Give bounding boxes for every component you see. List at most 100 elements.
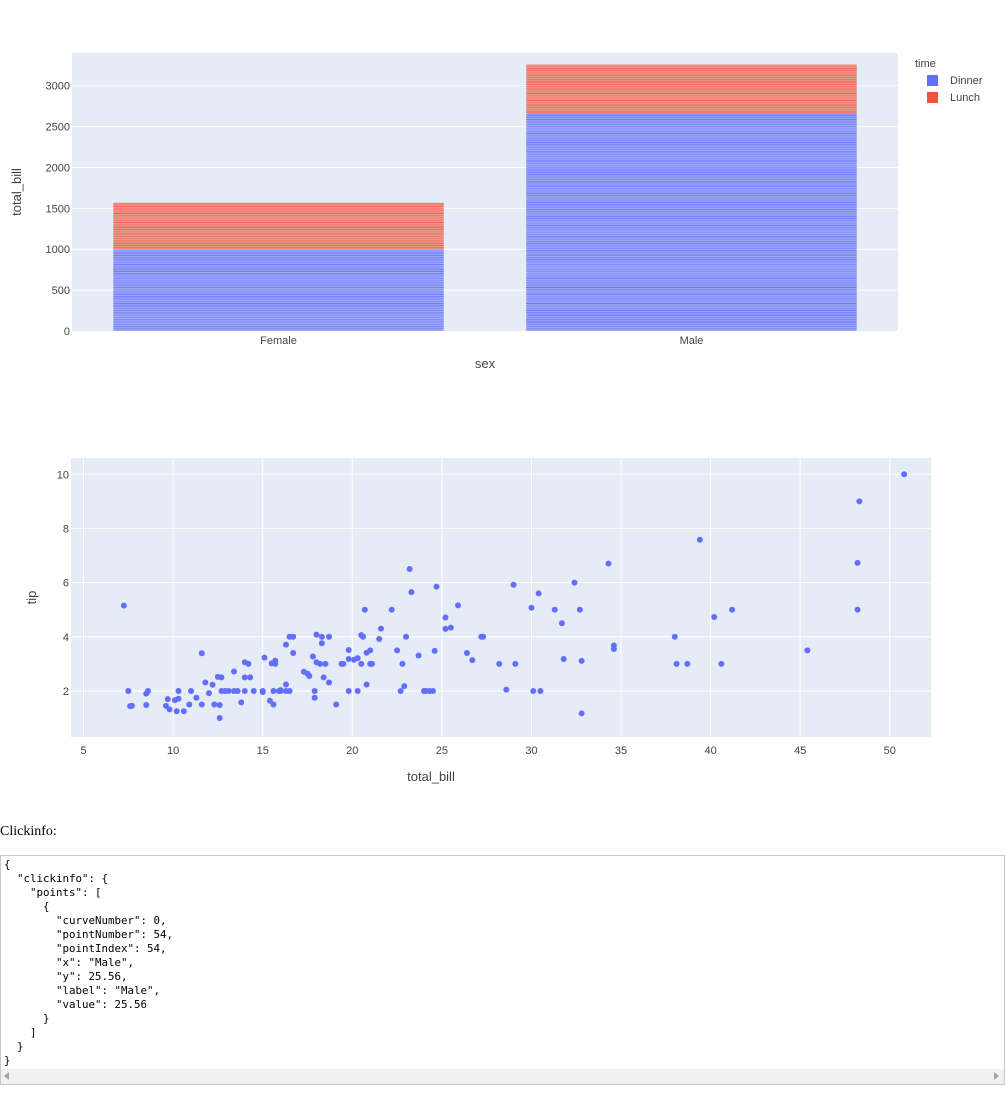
scatter-point [360,633,367,640]
x-tick-label: 45 [794,745,806,757]
clickinfo-line: "pointIndex": 54, [4,942,167,955]
scatter-point [259,689,266,696]
bar-stripes [526,65,857,113]
scatter-point [376,635,383,642]
scatter-point [403,633,410,640]
clickinfo-line: "clickinfo": { [4,872,109,885]
scatter-point [277,687,284,694]
scatter-point [854,559,861,566]
scatter-point [270,701,277,708]
clickinfo-line: "curveNumber": 0, [4,914,167,927]
scatter-point [528,604,535,611]
scatter-point [605,560,612,567]
scatter-point [164,696,171,703]
scatter-point [415,652,422,659]
scatter-point [326,633,332,640]
scatter-point [241,674,248,681]
x-tick-label: 40 [705,745,717,757]
x-axis-title: total_bill [407,769,455,784]
scatter-point [320,674,327,681]
y-tick-label: 2 [63,686,69,698]
scatter-point [406,566,413,573]
legend-swatch-dinner [927,75,938,86]
scatter-point [537,687,544,694]
x-tick-label: 10 [167,745,179,757]
scatter-point [128,702,135,709]
scatter-point [512,660,519,667]
scatter-point [363,681,370,688]
bar-stripes [526,114,857,330]
scatter-point [711,614,718,621]
scatter-point [309,653,316,660]
y-axis-title: total_bill [9,168,24,216]
scatter-point [729,606,736,613]
clickinfo-output[interactable]: { "clickinfo": { "points": [ { "curveNum… [0,855,1005,1085]
clickinfo-line: "label": "Male", [4,984,161,997]
scatter-point [363,649,370,656]
scatter-point [718,660,725,667]
y-tick-label: 500 [52,285,70,297]
scatter-point [311,694,318,701]
scatter-point [408,589,415,596]
scatter-point [804,647,811,654]
y-tick-label: 4 [63,632,69,644]
scatter-point [354,687,361,694]
scatter-point [345,655,352,662]
horizontal-scrollbar[interactable] [1,1069,1004,1084]
scatter-point [120,602,127,609]
scatter-point [696,536,703,543]
scatter-point [576,606,583,613]
clickinfo-line: "pointNumber": 54, [4,928,174,941]
scatter-point [209,681,216,688]
scatter-point [166,706,173,713]
scatter-point [270,687,277,694]
scatter-point [338,660,345,667]
scatter-point [283,681,289,688]
scatter-point [247,674,254,681]
scatter-point [496,660,503,667]
scatter-point [442,625,449,632]
tip-scatter-chart: 5 10 15 20 25 30 35 40 45 50 2 4 6 8 10 total_bill tip [24,458,931,784]
x-tick-label: 35 [615,745,627,757]
scatter-point [125,687,132,694]
bar-lunch-female [113,202,444,250]
scatter-point [684,660,691,667]
scatter-point [369,660,375,667]
bar-dinner-male [526,113,857,331]
scatter-point [180,708,187,715]
scatter-point [345,647,352,654]
scatter-point [558,620,565,627]
clickinfo-line: } [4,1012,50,1025]
clickinfo-line: } [4,1040,24,1053]
scatter-point [551,606,558,613]
scatter-point [311,687,318,694]
scatter-point [186,701,193,708]
scatter-point [238,699,245,706]
scatter-point [231,668,238,675]
scatter-point [578,710,585,717]
scroll-left-icon[interactable] [4,1072,9,1080]
scatter-point [431,647,438,654]
x-tick-label: 20 [346,745,358,757]
x-tick-label: 50 [884,745,896,757]
scatter-point [318,633,325,640]
scatter-point [901,471,908,478]
scatter-point [447,624,454,631]
scroll-right-icon[interactable] [994,1072,999,1080]
scatter-point [175,687,182,694]
clickinfo-line: ] [4,1026,37,1039]
y-tick-label: 10 [57,469,69,481]
clickinfo-line: "y": 25.56, [4,970,128,983]
bar-stripes [113,203,444,249]
scatter-point [286,687,293,694]
scatter-point [856,498,863,505]
scatter-point [245,660,252,667]
scatter-point [560,655,567,662]
y-tick-label: 2000 [46,162,70,174]
x-tick-label: Male [680,335,704,347]
scatter-point [854,606,861,613]
x-tick-label: 25 [436,745,448,757]
y-tick-label: 3000 [46,81,70,93]
scatter-point [503,686,510,693]
scatter-point [322,660,329,667]
